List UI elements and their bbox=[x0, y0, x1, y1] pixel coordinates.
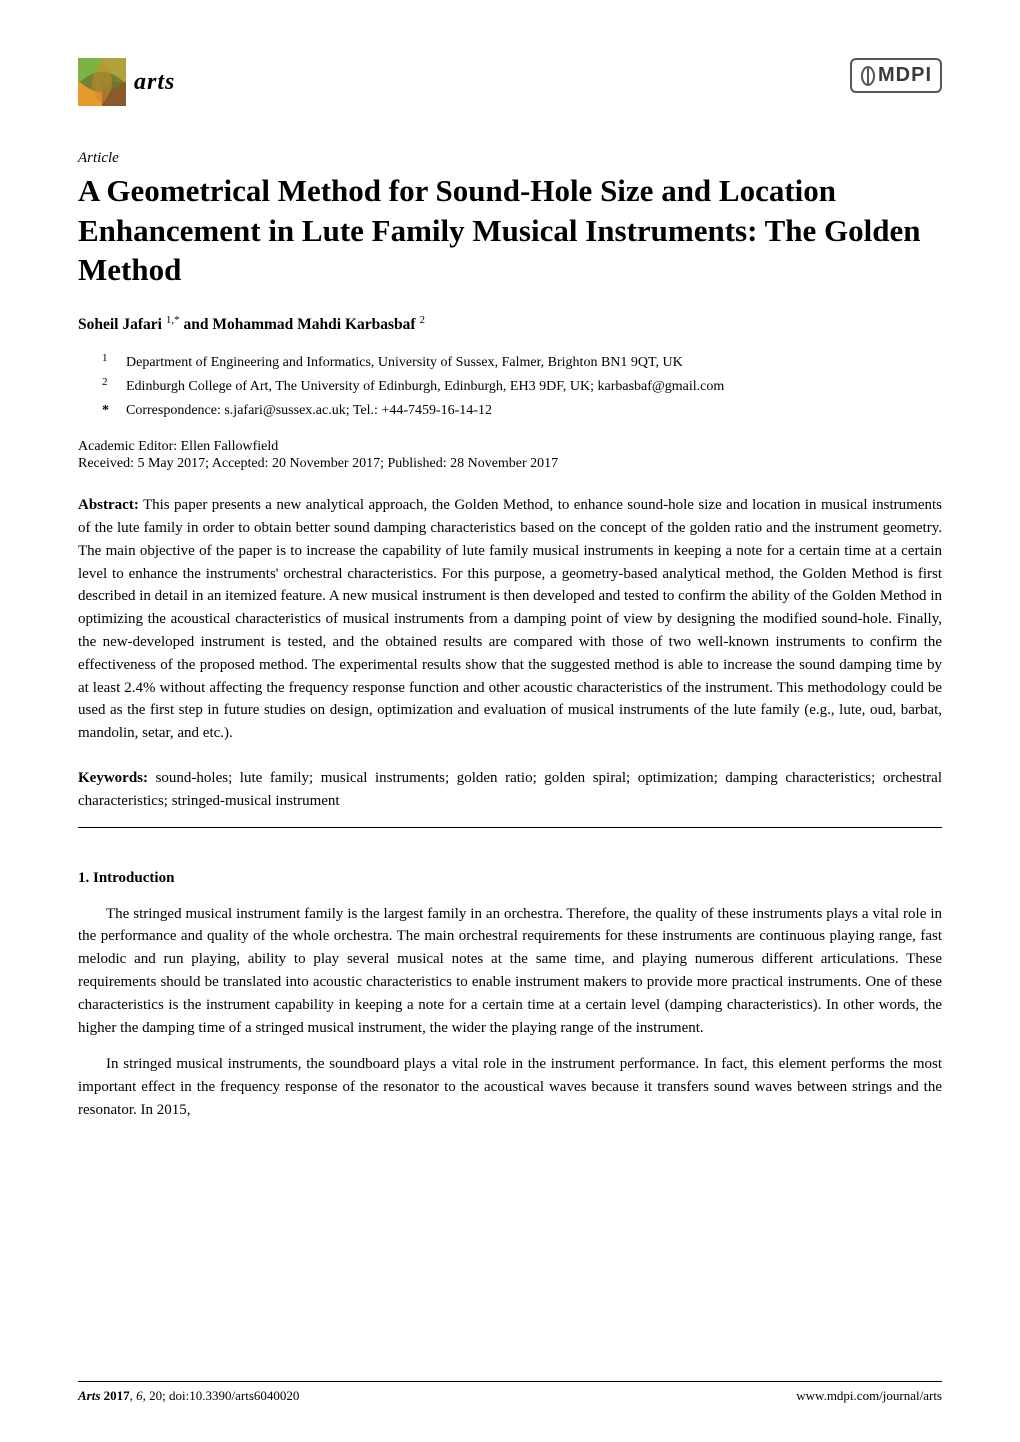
abstract-block: Abstract: This paper presents a new anal… bbox=[78, 494, 942, 745]
editor-line: Academic Editor: Ellen Fallowfield bbox=[78, 439, 942, 455]
correspondence-line: * Correspondence: s.jafari@sussex.ac.uk;… bbox=[102, 400, 942, 422]
affiliation-1: 1 Department of Engineering and Informat… bbox=[102, 352, 942, 374]
affiliations-block: 1 Department of Engineering and Informat… bbox=[78, 352, 942, 421]
footer-doi: doi:10.3390/arts6040020 bbox=[169, 1388, 299, 1403]
article-title: A Geometrical Method for Sound-Hole Size… bbox=[78, 171, 942, 290]
affiliation-1-text: Department of Engineering and Informatic… bbox=[126, 352, 683, 374]
keywords-text: sound-holes; lute family; musical instru… bbox=[78, 770, 942, 809]
author-1-name: Soheil Jafari bbox=[78, 316, 162, 333]
dates-line: Received: 5 May 2017; Accepted: 20 Novem… bbox=[78, 456, 942, 472]
footer-journal: Arts bbox=[78, 1388, 100, 1403]
mdpi-icon bbox=[860, 65, 876, 87]
arts-logo-icon bbox=[78, 58, 126, 106]
footer-year: 2017 bbox=[104, 1388, 130, 1403]
mdpi-badge: MDPI bbox=[850, 58, 942, 93]
footer-citation: Arts 2017, 6, 20; doi:10.3390/arts604002… bbox=[78, 1388, 299, 1404]
journal-logo: arts bbox=[78, 58, 175, 106]
footer-sep3: ; bbox=[162, 1388, 169, 1403]
section-1-paragraph-2: In stringed musical instruments, the sou… bbox=[78, 1053, 942, 1121]
author-2-marks: 2 bbox=[419, 314, 425, 326]
abstract-text: This paper presents a new analytical app… bbox=[78, 497, 942, 741]
mdpi-text: MDPI bbox=[878, 64, 932, 87]
journal-logo-text: arts bbox=[134, 69, 175, 96]
correspondence-text: Correspondence: s.jafari@sussex.ac.uk; T… bbox=[126, 400, 492, 422]
affiliation-2: 2 Edinburgh College of Art, The Universi… bbox=[102, 376, 942, 398]
affiliation-2-num: 2 bbox=[102, 374, 112, 396]
author-1-marks: 1,* bbox=[166, 314, 180, 326]
keywords-label: Keywords: bbox=[78, 770, 148, 786]
section-1-heading: 1. Introduction bbox=[78, 870, 942, 887]
authors-line: Soheil Jafari 1,* and Mohammad Mahdi Kar… bbox=[78, 314, 942, 334]
keywords-block: Keywords: sound-holes; lute family; musi… bbox=[78, 767, 942, 813]
affiliation-1-num: 1 bbox=[102, 350, 112, 372]
article-type: Article bbox=[78, 150, 942, 167]
page-header: arts MDPI bbox=[78, 58, 942, 106]
footer-article-num: 20 bbox=[149, 1388, 162, 1403]
correspondence-mark: * bbox=[102, 400, 112, 422]
footer-url: www.mdpi.com/journal/arts bbox=[796, 1388, 942, 1404]
abstract-divider bbox=[78, 827, 942, 828]
abstract-label: Abstract: bbox=[78, 497, 139, 513]
page-footer: Arts 2017, 6, 20; doi:10.3390/arts604002… bbox=[78, 1381, 942, 1404]
authors-connector: and bbox=[183, 316, 212, 333]
affiliation-2-text: Edinburgh College of Art, The University… bbox=[126, 376, 724, 398]
section-1-paragraph-1: The stringed musical instrument family i… bbox=[78, 903, 942, 1040]
author-2-name: Mohammad Mahdi Karbasbaf bbox=[212, 316, 415, 333]
